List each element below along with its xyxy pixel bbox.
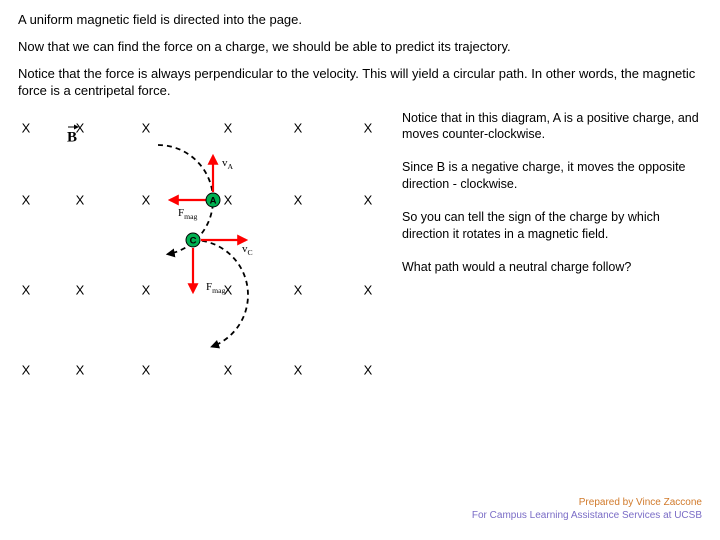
vector-label-FmagC: Fmag — [206, 281, 226, 295]
vector-label-FmagA: Fmag — [178, 207, 198, 221]
diagram-svg: vA Fmag vC Fmag A C — [18, 110, 388, 410]
note-1: Notice that in this diagram, A is a posi… — [402, 110, 702, 144]
intro-line-1: A uniform magnetic field is directed int… — [18, 12, 702, 29]
main-row: XXXXXXXXXXXXXXXXXXXXXXXXB vAFmagvCFmagAC… — [18, 110, 702, 410]
note-3: So you can tell the sign of the charge b… — [402, 209, 702, 243]
note-2: Since B is a negative charge, it moves t… — [402, 159, 702, 193]
intro-line-2: Now that we can find the force on a char… — [18, 39, 702, 56]
vector-label-vA: vA — [222, 157, 234, 171]
charge-label-C: C — [190, 235, 197, 246]
intro-text: A uniform magnetic field is directed int… — [18, 12, 702, 100]
diagram: XXXXXXXXXXXXXXXXXXXXXXXXB vAFmagvCFmagAC — [18, 110, 388, 410]
notes: Notice that in this diagram, A is a posi… — [402, 110, 702, 410]
vector-label-vC: vC — [242, 243, 253, 257]
intro-line-3: Notice that the force is always perpendi… — [18, 66, 702, 100]
note-4: What path would a neutral charge follow? — [402, 259, 702, 276]
footer: Prepared by Vince Zaccone For Campus Lea… — [472, 496, 702, 522]
charge-label-A: A — [210, 195, 217, 206]
slide-page: A uniform magnetic field is directed int… — [0, 0, 720, 540]
footer-line-1: Prepared by Vince Zaccone — [472, 496, 702, 509]
footer-line-2: For Campus Learning Assistance Services … — [472, 509, 702, 522]
